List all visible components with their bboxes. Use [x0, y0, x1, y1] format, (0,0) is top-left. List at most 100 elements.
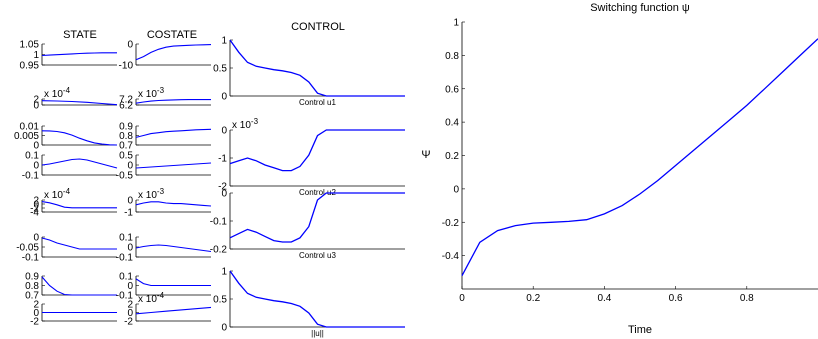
control-2-exponent: x 10-3 — [232, 117, 259, 131]
control-1-ytick-label: 0.5 — [213, 64, 227, 75]
costate-2-exponent: x 10-3 — [138, 86, 165, 100]
column-title-costate: COSTATE — [147, 29, 197, 41]
switching-ytick-label: -0.2 — [442, 218, 460, 229]
control-1-ytick-label: 1 — [221, 36, 227, 47]
switching-xtick-label: 0.8 — [740, 293, 754, 304]
switching-xtick-label: 0.2 — [526, 293, 540, 304]
control-2-xlabel: Control u2 — [299, 188, 336, 197]
switching-xtick-label: 0.6 — [669, 293, 683, 304]
costate-2-ytick-label: 6.2 — [119, 101, 133, 112]
state-7-ytick-label: 0.8 — [25, 281, 39, 292]
control-3-ytick-label: 0 — [221, 189, 227, 200]
state-1-ytick-label: 1 — [33, 50, 39, 61]
control-1-ytick-label: 0 — [221, 92, 227, 103]
switching-ytick-label: 0.6 — [445, 84, 459, 95]
control-3-series-line — [229, 192, 405, 243]
control-1-xlabel: Control u1 — [299, 98, 336, 107]
costate-3-ytick-label: 0.7 — [119, 141, 133, 152]
column-title-state: STATE — [63, 29, 97, 41]
state-7-ytick-label: 0.9 — [25, 272, 39, 283]
state-4-ytick-label: 0 — [33, 161, 39, 172]
state-1-ytick-label: 1.05 — [20, 40, 40, 51]
control-4-ytick-label: 0.5 — [213, 295, 227, 306]
control-4-series-line — [229, 270, 405, 328]
switching-xtick-label: 0 — [459, 293, 465, 304]
control-4-ytick-label: 1 — [221, 267, 227, 278]
costate-3-ytick-label: 0.9 — [119, 122, 133, 133]
costate-1-ytick-label: 0 — [127, 40, 133, 51]
costate-7-series-line — [135, 278, 211, 287]
state-1-ytick-label: 0.95 — [20, 61, 40, 72]
switching-ytick-label: 0 — [453, 184, 459, 195]
control-3-xlabel: Control u3 — [299, 251, 336, 260]
control-3-ytick-label: -0.2 — [210, 245, 228, 256]
costate-5-ytick-label: 0 — [127, 196, 133, 207]
state-6-ytick-label: 0 — [33, 233, 39, 244]
costate-8-series-line — [135, 306, 212, 315]
costate-8-ytick-label: 0 — [127, 308, 133, 319]
state-8-ytick-label: 0 — [33, 308, 39, 319]
switching-xlabel: Time — [628, 324, 652, 336]
control-1-series-line — [229, 39, 405, 97]
costate-8-ytick-label: 2 — [127, 300, 133, 311]
costate-3-ytick-label: 0.8 — [119, 131, 133, 142]
state-5-ytick-label: 2 — [33, 196, 39, 207]
state-2-ytick-label: 2 — [33, 95, 39, 106]
state-7-ytick-label: 0.7 — [25, 291, 39, 302]
costate-8-ytick-label: -2 — [124, 317, 133, 328]
costate-1-series-line — [135, 44, 212, 61]
control-2-ytick-label: -2 — [218, 182, 227, 193]
costate-5-series-line — [135, 201, 212, 207]
state-8-ytick-label: -2 — [30, 317, 39, 328]
costate-3-series-line — [135, 128, 212, 138]
state-6-ytick-label: -0.1 — [22, 253, 40, 264]
state-2-series-line — [41, 100, 118, 106]
state-3-ytick-label: 0.005 — [14, 131, 39, 142]
state-7-series-line — [41, 276, 117, 296]
state-1-series-line — [41, 52, 117, 57]
costate-7-ytick-label: -0.1 — [116, 291, 134, 302]
costate-2-ytick-label: 7.2 — [119, 95, 133, 106]
state-2-ytick-label: 0 — [33, 101, 39, 112]
switching-ytick-label: -0.4 — [442, 251, 460, 262]
costate-8-exponent: x 10-4 — [138, 291, 165, 305]
costate-4-ytick-label: 0 — [127, 161, 133, 172]
state-3-series-line — [41, 130, 118, 146]
costate-6-ytick-label: -0.1 — [116, 253, 134, 264]
state-3-ytick-label: 0.01 — [20, 122, 40, 133]
state-5-ytick-label: -2 — [30, 204, 39, 215]
control-2-series-line — [229, 129, 405, 172]
state-6-ytick-label: -0.05 — [16, 243, 39, 254]
costate-6-ytick-label: 0.1 — [119, 233, 133, 244]
state-6-series-line — [41, 237, 117, 250]
switching-ytick-label: 0.4 — [445, 118, 459, 129]
switching-xtick-label: 0.4 — [597, 293, 611, 304]
switching-series-line — [461, 38, 818, 277]
switching-ytick-label: 0.8 — [445, 51, 459, 62]
switching-ytick-label: 1 — [453, 18, 459, 29]
state-3-ytick-label: 0 — [33, 141, 39, 152]
costate-5-ytick-label: -1 — [124, 208, 133, 219]
costate-6-ytick-label: 0 — [127, 243, 133, 254]
costate-7-ytick-label: 0.1 — [119, 272, 133, 283]
state-4-ytick-label: 0.1 — [25, 151, 39, 162]
control-4-ytick-label: 0 — [221, 323, 227, 334]
state-4-ytick-label: -0.1 — [22, 171, 40, 182]
control-2-ytick-label: 0 — [221, 126, 227, 137]
costate-4-ytick-label: -0.5 — [116, 171, 134, 182]
state-8-ytick-label: 2 — [33, 300, 39, 311]
control-4-xlabel: ||u|| — [311, 329, 324, 338]
control-3-ytick-label: -0.1 — [210, 217, 228, 228]
state-5-ytick-label: 0 — [33, 200, 39, 211]
costate-4-ytick-label: 0.5 — [119, 151, 133, 162]
costate-5-exponent: x 10-3 — [138, 187, 165, 201]
costate-1-ytick-label: -10 — [119, 61, 134, 72]
column-title-control: CONTROL — [291, 21, 345, 33]
costate-7-ytick-label: 0 — [127, 281, 133, 292]
costate-4-series-line — [135, 162, 212, 169]
state-5-ytick-label: -4 — [30, 208, 39, 219]
costate-2-series-line — [135, 99, 211, 104]
